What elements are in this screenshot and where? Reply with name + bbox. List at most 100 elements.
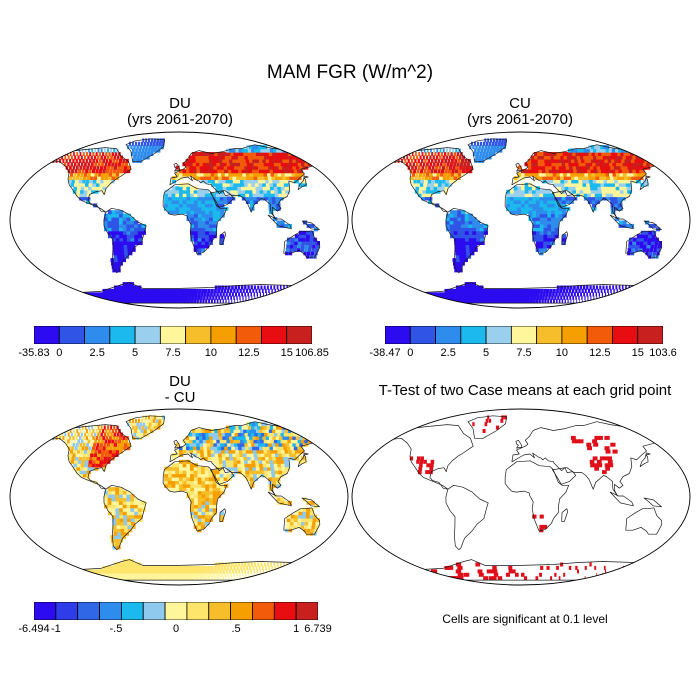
grid-cell xyxy=(130,227,135,232)
grid-cell xyxy=(197,193,202,198)
grid-cell xyxy=(186,487,191,492)
grid-cell xyxy=(285,524,290,529)
grid-cell xyxy=(561,186,566,191)
grid-cell xyxy=(243,439,249,444)
grid-cell xyxy=(113,432,117,437)
grid-cell xyxy=(179,189,184,194)
grid-cell xyxy=(543,200,548,204)
grid-cell xyxy=(275,292,277,297)
grid-cell xyxy=(219,162,225,167)
grid-cell xyxy=(87,162,91,167)
grid-cell xyxy=(167,480,173,485)
grid-cell xyxy=(618,299,621,304)
grid-cell xyxy=(199,576,202,581)
grid-cell xyxy=(296,565,298,570)
grid-cell xyxy=(79,442,83,447)
grid-cell xyxy=(294,511,299,516)
grid-cell xyxy=(111,261,116,266)
grid-cell xyxy=(421,176,425,180)
grid-cell xyxy=(137,504,143,509)
grid-cell xyxy=(276,483,281,488)
grid-cell xyxy=(135,299,141,304)
grid-cell xyxy=(193,463,198,468)
grid-cell xyxy=(396,299,406,304)
grid-cell xyxy=(191,565,196,570)
grid-cell xyxy=(54,292,62,297)
grid-cell xyxy=(296,569,298,574)
grid-cell xyxy=(137,288,143,293)
grid-cell xyxy=(155,576,161,581)
grid-cell xyxy=(45,292,53,297)
grid-cell xyxy=(190,500,195,505)
grid-cell xyxy=(105,449,109,454)
grid-cell xyxy=(386,155,389,160)
grid-cell xyxy=(182,459,187,464)
grid-cell xyxy=(297,162,304,167)
grid-cell xyxy=(237,466,243,471)
grid-cell xyxy=(188,432,193,437)
grid-cell xyxy=(233,186,239,191)
map-frame xyxy=(9,408,349,586)
grid-cell xyxy=(278,176,284,180)
grid-cell xyxy=(550,200,556,204)
grid-cell xyxy=(204,196,210,201)
coastline-newGuinea xyxy=(643,220,662,231)
grid-cell xyxy=(130,244,136,249)
grid-cell xyxy=(119,213,124,218)
colorbar-cu-tick-label: 12.5 xyxy=(589,347,611,359)
grid-cell xyxy=(278,569,280,574)
grid-cell xyxy=(287,155,293,160)
grid-cell xyxy=(220,429,226,433)
grid-cell xyxy=(170,299,175,304)
grid-cell xyxy=(586,442,592,447)
grid-cell xyxy=(91,425,93,430)
grid-cell xyxy=(403,155,405,160)
grid-cell xyxy=(287,288,289,293)
grid-cell xyxy=(175,165,180,170)
grid-cell xyxy=(201,206,206,211)
grid-cell xyxy=(563,155,569,160)
grid-cell xyxy=(260,432,267,437)
grid-cell xyxy=(429,155,432,160)
grid-cell xyxy=(562,165,567,170)
grid-cell xyxy=(606,165,613,170)
grid-cell xyxy=(144,425,148,430)
grid-cell xyxy=(259,463,264,468)
grid-cell xyxy=(186,483,191,488)
grid-cell xyxy=(639,244,643,249)
grid-cell xyxy=(457,227,462,232)
grid-cell xyxy=(427,148,429,153)
grid-cell xyxy=(194,494,199,499)
grid-cell xyxy=(391,295,400,300)
grid-cell xyxy=(606,196,611,201)
grid-cell xyxy=(289,244,294,249)
grid-cell xyxy=(209,220,214,225)
grid-cell xyxy=(99,459,104,464)
grid-cell xyxy=(432,155,435,160)
grid-cell xyxy=(479,141,482,146)
grid-cell xyxy=(293,565,295,570)
grid-cell xyxy=(84,449,88,454)
grid-cell xyxy=(248,572,250,577)
grid-cell xyxy=(464,227,470,232)
grid-cell xyxy=(543,152,548,156)
grid-cell xyxy=(505,292,510,297)
grid-cell xyxy=(539,295,542,300)
grid-cell xyxy=(151,292,156,297)
grid-cell xyxy=(201,504,206,509)
grid-cell xyxy=(602,470,607,475)
grid-cell xyxy=(297,241,302,245)
grid-cell xyxy=(227,562,231,567)
grid-cell xyxy=(307,152,314,156)
grid-cell xyxy=(643,295,646,300)
grid-cell xyxy=(452,148,455,153)
grid-cell xyxy=(293,292,295,297)
grid-cell xyxy=(439,162,443,167)
grid-cell xyxy=(412,295,420,300)
grid-cell xyxy=(175,480,180,485)
grid-cell xyxy=(221,295,224,300)
grid-cell xyxy=(175,487,180,492)
grid-cell xyxy=(119,446,124,451)
grid-cell xyxy=(585,152,591,156)
grid-cell xyxy=(231,285,234,290)
